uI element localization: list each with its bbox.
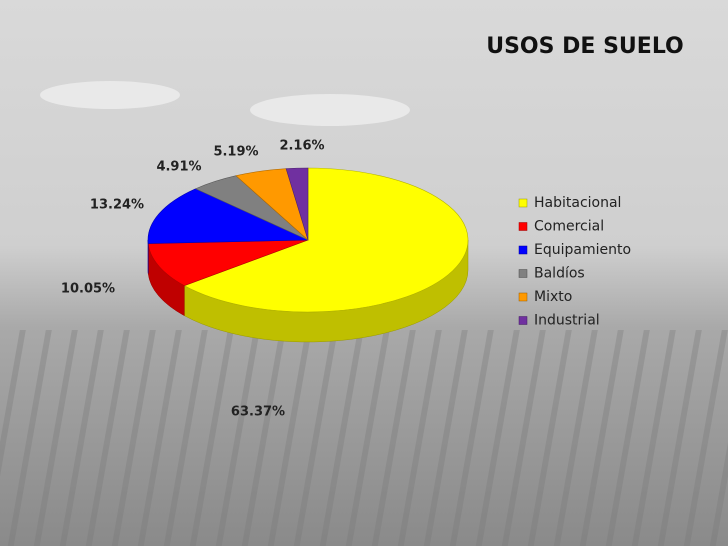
legend-label: Equipamiento [534, 242, 631, 258]
background-texture [0, 330, 728, 546]
legend-label: Industrial [534, 313, 600, 329]
legend: Habitacional Comercial Equipamiento Baldíos… [518, 195, 631, 329]
slice [183, 167, 469, 343]
legend-label: Comercial [534, 219, 604, 235]
cloud [250, 94, 410, 126]
cloud [40, 81, 180, 109]
data-label: 5.19% [213, 145, 258, 160]
data-label: 4.91% [156, 160, 201, 175]
slice [147, 188, 309, 274]
legend-marker [518, 198, 528, 208]
data-label: 2.16% [279, 139, 324, 154]
legend-label: Habitacional [534, 195, 621, 211]
data-label: 63.37% [231, 405, 285, 420]
legend-marker [518, 245, 528, 255]
data-label: 13.24% [90, 198, 144, 213]
legend-marker [518, 269, 528, 278]
pie: 63.37% 10.05% 13.24% 4.91% 5.19% 2.16% [61, 139, 469, 420]
legend-marker [518, 222, 528, 231]
slice-top [285, 167, 309, 241]
data-label: 10.05% [61, 282, 115, 297]
legend-label: Baldíos [534, 266, 585, 282]
slice-top [147, 239, 309, 287]
legend-label: Mixto [534, 289, 572, 305]
chart-title: USOS DE SUELO [486, 34, 684, 59]
slice [285, 167, 309, 241]
slice-top [183, 167, 469, 313]
slice-top [147, 188, 309, 244]
legend-marker [518, 292, 528, 302]
legend-marker [518, 316, 528, 325]
slice [147, 239, 309, 317]
